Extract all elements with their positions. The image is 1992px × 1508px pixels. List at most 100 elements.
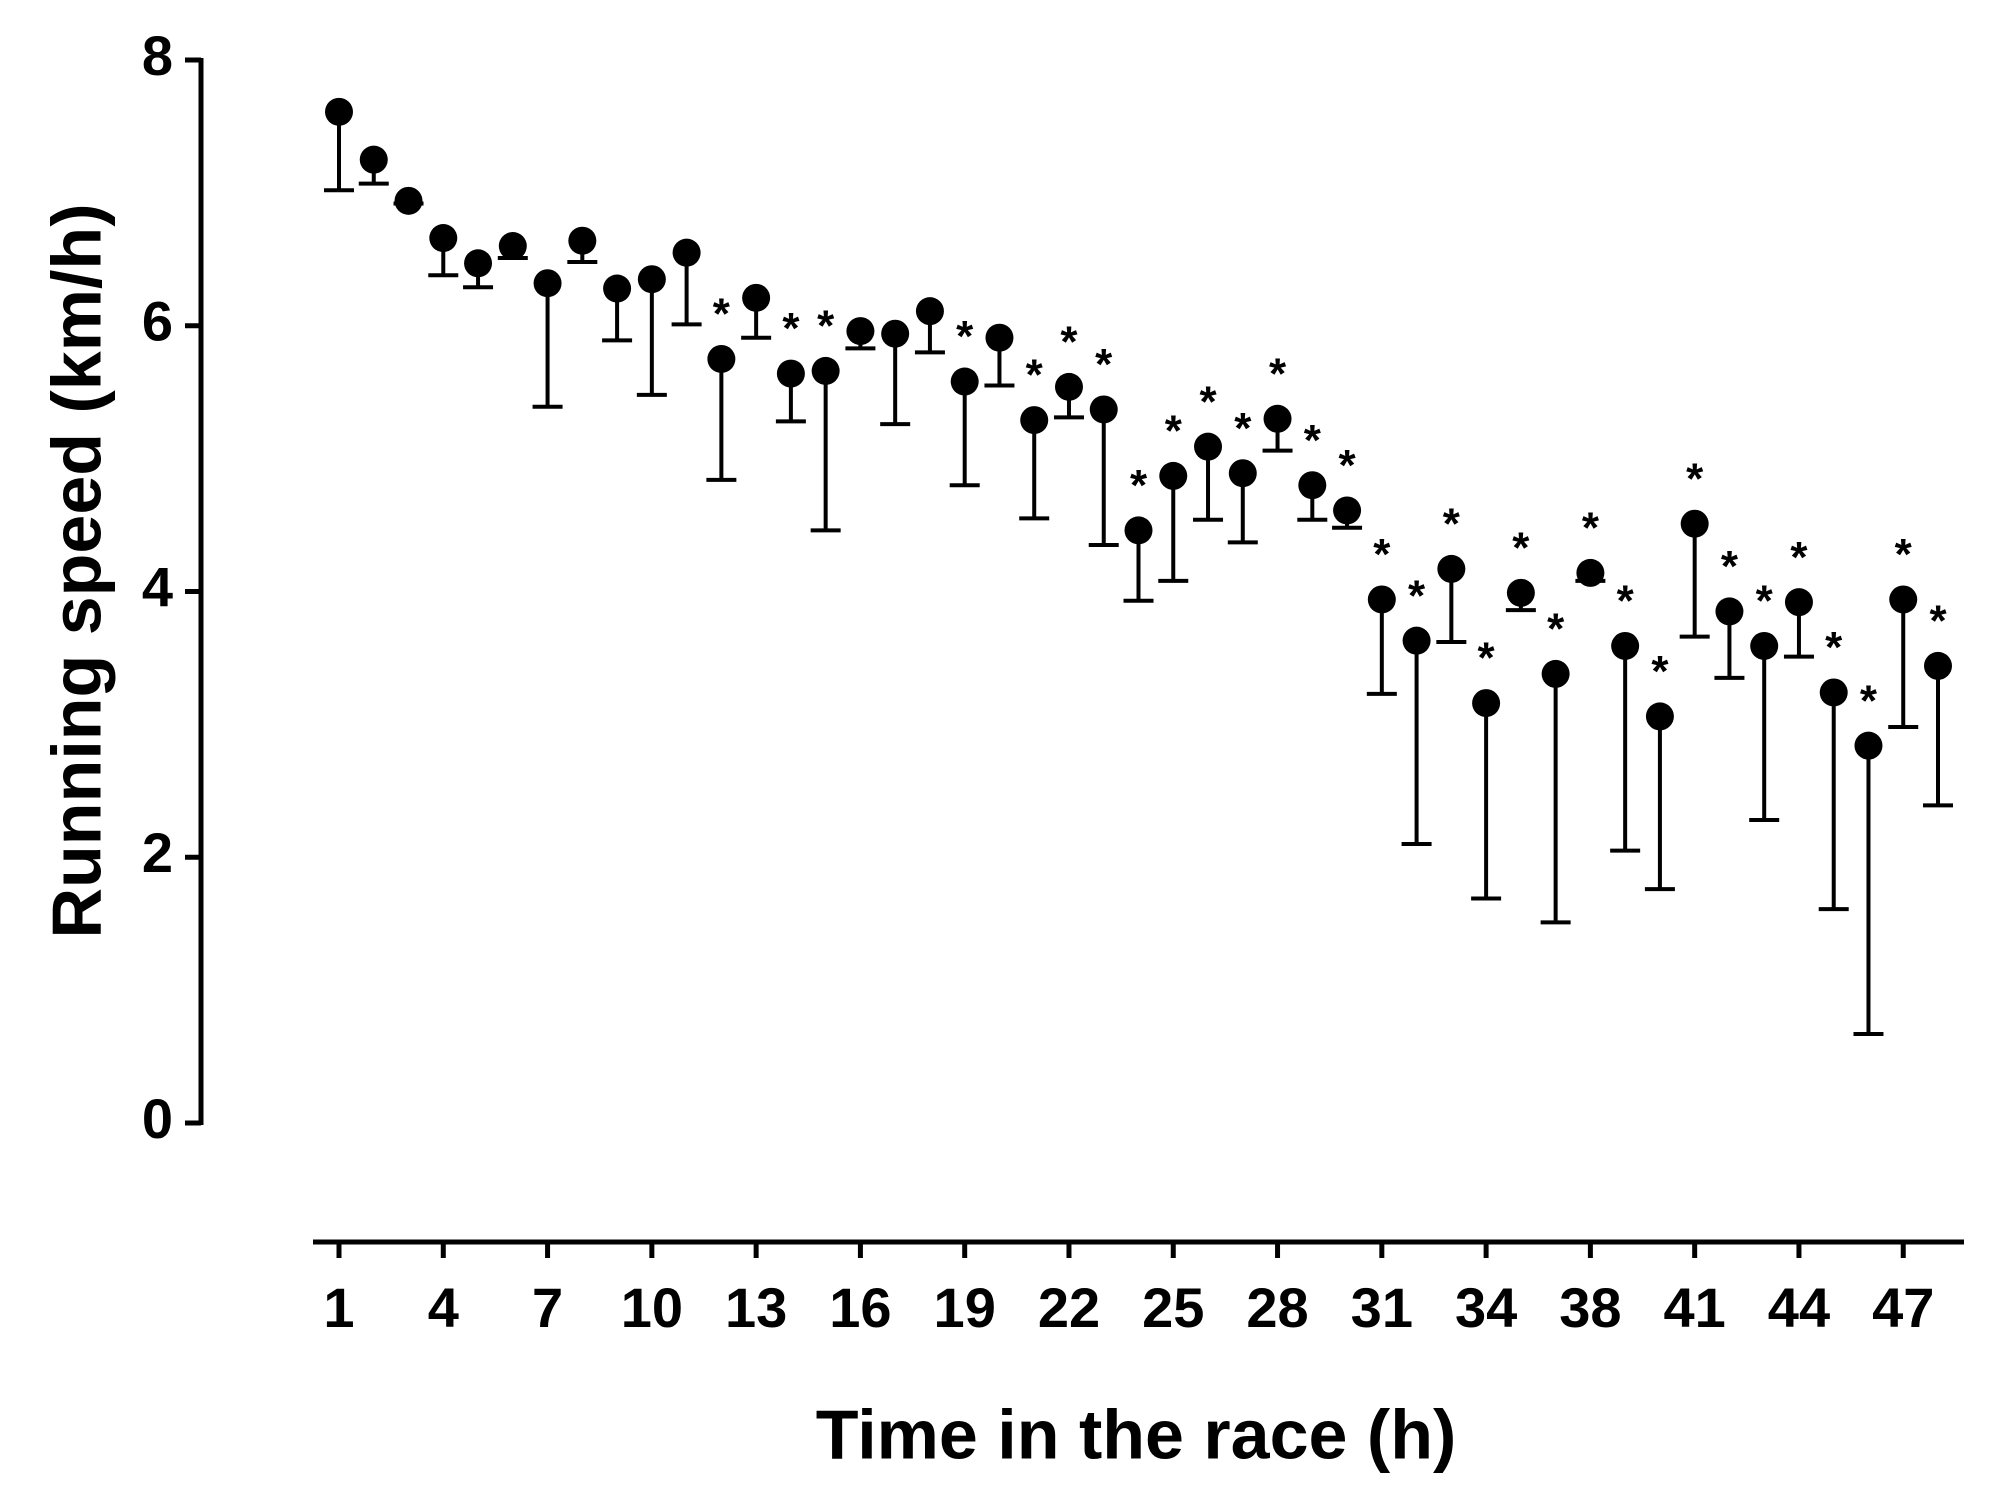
- data-point: [1228, 459, 1257, 488]
- significance-mark: *: [1060, 317, 1078, 366]
- data-point: [742, 283, 771, 312]
- y-tick-label: 4: [142, 555, 173, 618]
- x-tick-label: 10: [621, 1276, 683, 1339]
- data-point: [1645, 702, 1674, 731]
- data-point: [1159, 461, 1188, 490]
- data-point: [498, 232, 527, 261]
- data-point: [1333, 496, 1362, 525]
- y-axis-title: Running speed (km/h): [37, 204, 115, 939]
- significance-mark: *: [782, 304, 800, 353]
- significance-mark: *: [1373, 530, 1391, 579]
- significance-mark: *: [1895, 530, 1913, 579]
- significance-mark: *: [1095, 340, 1113, 389]
- data-point: [1611, 631, 1640, 660]
- x-tick-label: 22: [1038, 1276, 1100, 1339]
- data-point: [985, 323, 1014, 352]
- x-tick-label: 41: [1664, 1276, 1726, 1339]
- data-point: [846, 317, 875, 346]
- data-point: [603, 274, 632, 303]
- data-point: [1054, 372, 1083, 401]
- data-point: [1784, 588, 1813, 617]
- x-tick-label: 34: [1455, 1276, 1517, 1339]
- data-point: [533, 269, 562, 298]
- data-point: [1367, 585, 1396, 614]
- x-tick-label: 31: [1351, 1276, 1413, 1339]
- data-point: [1298, 471, 1327, 500]
- significance-mark: *: [817, 302, 835, 351]
- significance-mark: *: [713, 290, 731, 339]
- significance-mark: *: [1304, 416, 1322, 465]
- x-tick-label: 44: [1768, 1276, 1830, 1339]
- x-tick-label: 13: [725, 1276, 787, 1339]
- x-tick-label: 28: [1246, 1276, 1308, 1339]
- x-tick-label: 38: [1559, 1276, 1621, 1339]
- data-point: [776, 359, 805, 388]
- data-point: [1194, 432, 1223, 461]
- significance-mark: *: [1199, 377, 1217, 426]
- x-tick-label: 19: [934, 1276, 996, 1339]
- significance-mark: *: [1512, 523, 1530, 572]
- data-point: [1020, 406, 1049, 435]
- data-point: [672, 238, 701, 267]
- significance-mark: *: [1929, 597, 1947, 646]
- data-point: [568, 226, 597, 255]
- significance-mark: *: [1478, 634, 1496, 683]
- data-point: [950, 367, 979, 396]
- data-point: [1680, 509, 1709, 538]
- significance-mark: *: [1339, 441, 1357, 490]
- x-tick-label: 25: [1142, 1276, 1204, 1339]
- data-point: [1541, 659, 1570, 688]
- data-point: [325, 97, 353, 126]
- data-point: [429, 224, 458, 253]
- x-tick-label: 7: [532, 1276, 563, 1339]
- data-point: [1924, 651, 1952, 680]
- x-axis-title: Time in the race (h): [816, 1395, 1457, 1473]
- data-point: [881, 319, 910, 348]
- significance-mark: *: [1443, 500, 1461, 549]
- significance-mark: *: [1825, 623, 1843, 672]
- y-tick-label: 6: [142, 290, 173, 353]
- data-point: [1750, 631, 1779, 660]
- data-point: [1576, 558, 1605, 587]
- significance-mark: *: [956, 312, 974, 361]
- x-tick-label: 4: [428, 1276, 459, 1339]
- data-point: [1437, 554, 1466, 583]
- significance-mark: *: [1026, 351, 1044, 400]
- data-point: [1263, 404, 1292, 433]
- significance-mark: *: [1860, 676, 1878, 725]
- significance-mark: *: [1408, 571, 1426, 620]
- data-point: [915, 297, 944, 326]
- significance-mark: *: [1547, 605, 1565, 654]
- data-point: [1506, 578, 1535, 607]
- significance-mark: *: [1582, 504, 1600, 553]
- data-point: [1715, 597, 1744, 626]
- data-point: [1889, 585, 1918, 614]
- significance-mark: *: [1234, 404, 1252, 453]
- data-point: [1089, 395, 1118, 424]
- significance-mark: *: [1721, 542, 1739, 591]
- data-point: [637, 265, 666, 294]
- data-point: [464, 249, 493, 278]
- x-tick-label: 16: [829, 1276, 891, 1339]
- x-tick-label: 1: [323, 1276, 354, 1339]
- significance-mark: *: [1790, 533, 1808, 582]
- data-point: [1124, 516, 1153, 545]
- data-point: [1402, 626, 1431, 655]
- data-point: [394, 186, 423, 215]
- data-point: [707, 344, 736, 373]
- significance-mark: *: [1269, 349, 1287, 398]
- y-tick-label: 8: [142, 24, 173, 87]
- significance-mark: *: [1756, 577, 1774, 626]
- y-tick-label: 0: [142, 1087, 173, 1150]
- significance-mark: *: [1651, 647, 1669, 696]
- data-point: [1472, 689, 1501, 718]
- significance-mark: *: [1617, 577, 1635, 626]
- x-tick-label: 47: [1872, 1276, 1934, 1339]
- data-point: [811, 356, 840, 385]
- data-point: [359, 145, 388, 174]
- data-point: [1819, 678, 1848, 707]
- data-point: [1854, 731, 1883, 760]
- significance-mark: *: [1130, 461, 1148, 510]
